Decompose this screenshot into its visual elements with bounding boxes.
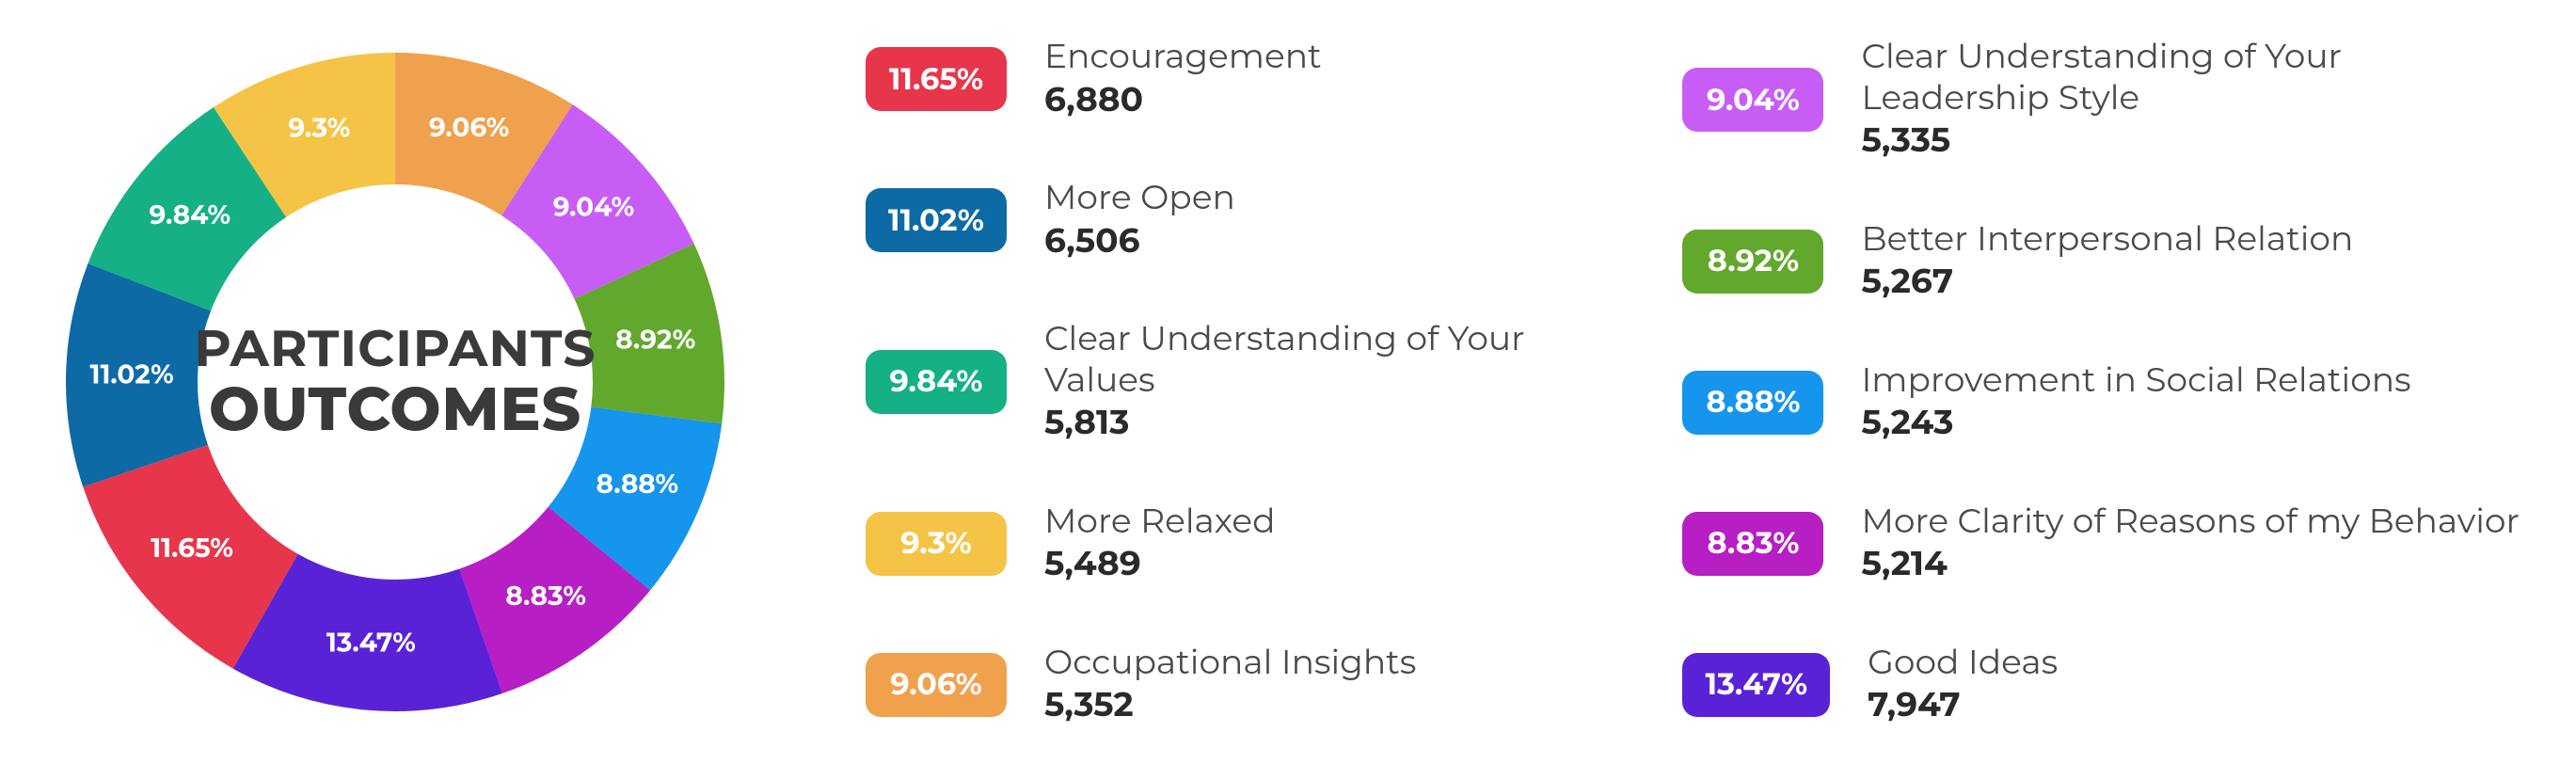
legend-text: Good Ideas7,947 [1868,643,2058,727]
legend-item: 9.84% Clear Understanding of Your Values5… [866,319,1569,444]
donut-slice-label: 8.88% [596,469,678,501]
legend-item: 9.3% More Relaxed5,489 [866,501,1569,586]
legend-value: 5,243 [1861,401,2410,445]
legend-item: 8.92% Better Interpersonal Relation5,267 [1682,219,2538,304]
legend: 11.65%Encouragement6,88011.02%More Open6… [753,37,2538,726]
donut-title-line2: OUTCOMES [194,377,596,443]
legend-value: 6,880 [1044,78,1322,122]
legend-label: Clear Understanding of Your Values [1044,319,1569,400]
legend-label: Occupational Insights [1044,643,1416,683]
donut-slice-label: 11.02% [89,358,173,390]
legend-text: Improvement in Social Relations5,243 [1861,360,2410,445]
legend-text: More Open6,506 [1044,178,1235,263]
legend-percent-badge: 9.3% [866,512,1007,576]
legend-item: 13.47% Good Ideas7,947 [1682,643,2538,727]
donut-slice-label: 11.65% [151,533,233,565]
legend-value: 5,214 [1861,542,2519,586]
legend-value: 5,267 [1861,260,2353,304]
legend-item: 9.06% Occupational Insights5,352 [866,643,1569,727]
legend-label: Good Ideas [1868,643,2058,683]
donut-center-title: PARTICIPANTS OUTCOMES [194,321,596,443]
legend-text: Clear Understanding of Your Values5,813 [1044,319,1569,444]
legend-column-1: 11.65%Encouragement6,88011.02%More Open6… [866,37,1569,726]
legend-percent-badge: 8.88% [1682,371,1823,435]
legend-text: More Relaxed5,489 [1044,501,1276,586]
legend-value: 5,335 [1861,119,2538,163]
legend-item: 11.02% More Open6,506 [866,178,1569,263]
donut-title-line1: PARTICIPANTS [194,321,596,376]
donut-slice-label: 8.83% [505,581,586,613]
legend-label: More Clarity of Reasons of my Behavior [1861,501,2519,542]
donut-slice-label: 9.04% [553,191,634,223]
legend-percent-badge: 11.65% [866,47,1007,111]
legend-item: 8.83% More Clarity of Reasons of my Behav… [1682,501,2538,586]
legend-value: 7,947 [1868,683,2058,727]
legend-text: Clear Understanding of Your Leadership S… [1861,37,2538,162]
legend-value: 5,352 [1044,683,1416,727]
legend-label: More Open [1044,178,1235,218]
legend-value: 6,506 [1044,219,1235,263]
legend-text: More Clarity of Reasons of my Behavior5,… [1861,501,2519,586]
legend-item: 11.65% Encouragement6,880 [866,37,1569,121]
legend-percent-badge: 9.04% [1682,68,1823,132]
legend-percent-badge: 13.47% [1682,653,1830,717]
legend-column-2: 9.04% Clear Understanding of Your Leaders… [1682,37,2538,726]
legend-percent-badge: 9.84% [866,350,1007,414]
legend-item: 8.88% Improvement in Social Relations5,24… [1682,360,2538,445]
donut-slice-label: 9.06% [429,112,509,144]
legend-text: Occupational Insights5,352 [1044,643,1416,727]
legend-percent-badge: 9.06% [866,653,1007,717]
legend-text: Encouragement6,880 [1044,37,1322,121]
donut-slice-label: 9.3% [288,112,350,144]
legend-text: Better Interpersonal Relation5,267 [1861,219,2353,304]
legend-percent-badge: 8.83% [1682,512,1823,576]
legend-item: 9.04% Clear Understanding of Your Leaders… [1682,37,2538,162]
legend-value: 5,813 [1044,401,1569,445]
legend-percent-badge: 11.02% [866,188,1007,252]
legend-label: Clear Understanding of Your Leadership S… [1861,37,2538,118]
donut-slice-label: 9.84% [150,199,231,231]
donut-chart: 9.06% 9.04% 8.92% 8.88% 8.83% 13.47% 11.65% 11.… [38,24,753,740]
legend-label: More Relaxed [1044,501,1276,542]
donut-slice-label: 13.47% [326,627,416,659]
legend-label: Improvement in Social Relations [1861,360,2410,401]
legend-percent-badge: 8.92% [1682,230,1823,294]
legend-label: Encouragement [1044,37,1322,77]
legend-value: 5,489 [1044,542,1276,586]
legend-label: Better Interpersonal Relation [1861,219,2353,260]
donut-slice-label: 8.92% [615,325,695,357]
